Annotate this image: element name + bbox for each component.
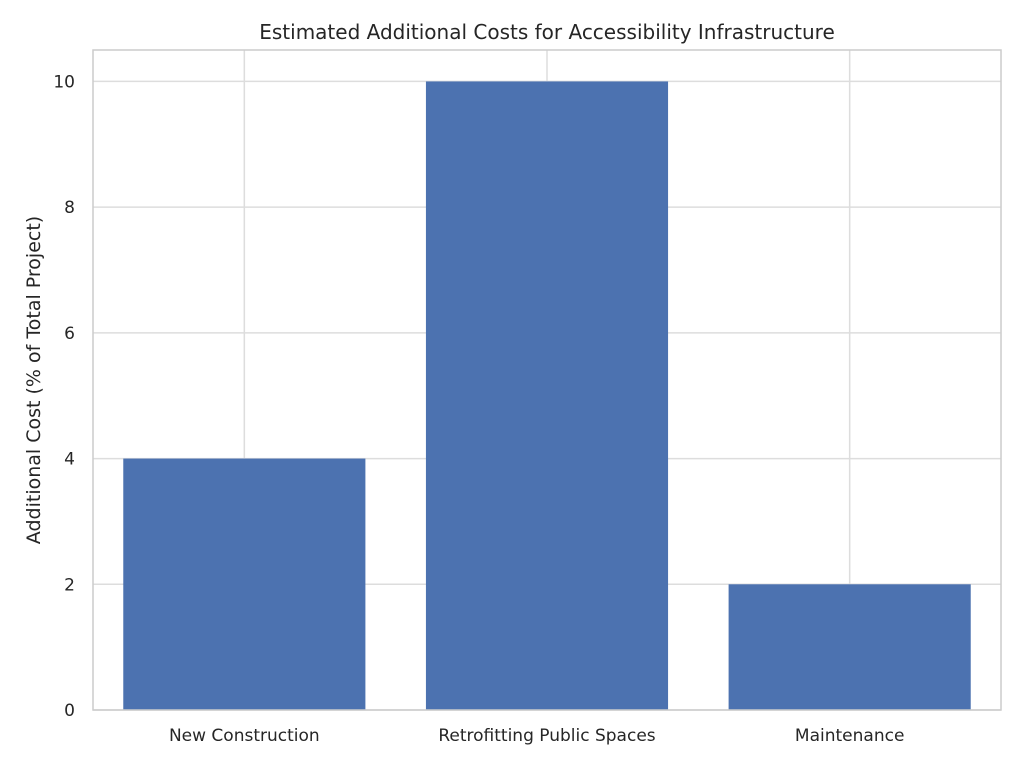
bars-layer [123,81,971,710]
bar-new-construction [123,458,366,710]
bar-retrofitting-public-spaces [425,81,669,710]
y-axis-label: Additional Cost (% of Total Project) [23,216,45,544]
bar-maintenance [728,584,971,710]
y-tick-label: 0 [64,701,75,721]
x-tick-label: Maintenance [795,726,904,746]
axes-frame [92,49,1002,711]
y-tick-label: 8 [64,198,75,218]
x-tick-label: New Construction [169,726,320,746]
x-tick-labels: New Construction Retrofitting Public Spac… [169,726,904,746]
chart-title: Estimated Additional Costs for Accessibi… [259,20,835,44]
y-tick-label: 2 [64,575,75,595]
y-tick-label: 6 [64,324,75,344]
y-tick-label: 10 [53,72,75,92]
y-tick-label: 4 [64,450,75,470]
x-tick-label: Retrofitting Public Spaces [438,726,655,746]
y-tick-labels: 0 2 4 6 8 10 [53,72,75,721]
